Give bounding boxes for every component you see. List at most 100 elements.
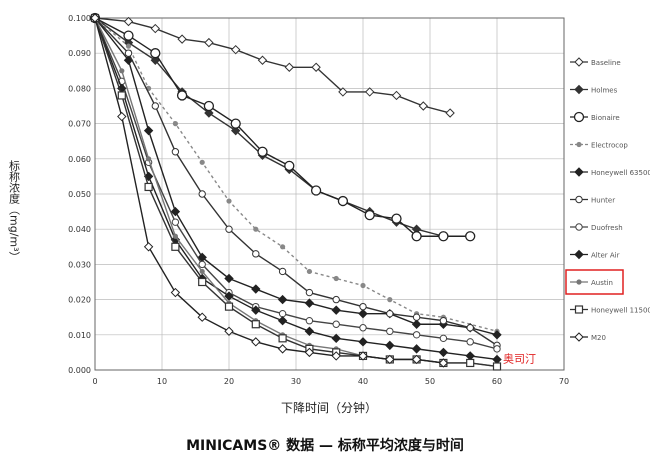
legend-label: M20 [591, 334, 606, 342]
series-line [94, 17, 498, 336]
data-point [411, 231, 422, 242]
data-point [226, 198, 232, 204]
data-point [224, 291, 234, 301]
data-point [251, 284, 261, 294]
data-point [332, 295, 340, 304]
data-point [224, 302, 234, 311]
data-point [466, 358, 475, 368]
data-point [176, 90, 188, 101]
data-point [198, 260, 206, 269]
legend-marker [574, 305, 584, 314]
data-point [310, 185, 322, 196]
data-point [171, 242, 180, 251]
legend-highlight [565, 269, 624, 295]
data-point [151, 102, 160, 110]
data-point [387, 297, 393, 303]
data-point [391, 213, 402, 224]
data-point [438, 231, 449, 242]
data-point [359, 302, 367, 311]
data-point [305, 317, 314, 325]
data-point [197, 312, 207, 322]
data-point [465, 231, 476, 242]
legend-marker [574, 167, 584, 177]
data-point [252, 250, 260, 258]
data-point [277, 344, 288, 354]
data-point [124, 49, 133, 57]
legend-marker [574, 57, 584, 67]
data-point [411, 344, 422, 354]
legend-label: Hunter [591, 197, 615, 205]
data-point [123, 16, 134, 27]
data-point [204, 37, 214, 48]
data-point [358, 337, 368, 347]
data-point [364, 87, 375, 97]
legend-marker [576, 279, 582, 285]
legend-label: Duofresh [591, 224, 623, 232]
legend-label: Baseline [591, 59, 621, 67]
data-point [311, 62, 321, 72]
series-line [94, 17, 498, 346]
data-point [251, 305, 261, 315]
data-point [199, 159, 205, 165]
data-point [304, 326, 315, 336]
data-point [391, 90, 402, 101]
data-point [331, 305, 341, 315]
data-point [278, 334, 287, 343]
data-point [119, 68, 125, 74]
data-point [493, 345, 501, 353]
data-point [411, 319, 422, 329]
data-point [492, 330, 502, 340]
legend-marker [575, 223, 583, 231]
y-tick-label: 0.010 [68, 331, 91, 340]
data-point [143, 125, 154, 136]
data-point [144, 182, 153, 192]
data-point [466, 338, 474, 346]
series-line [94, 17, 451, 114]
data-point [90, 13, 100, 23]
x-axis-label: 下降时间（分钟） [281, 400, 377, 415]
x-tick-label: 70 [559, 377, 569, 386]
data-point [251, 320, 260, 329]
data-point [224, 326, 234, 336]
data-point [364, 209, 375, 221]
data-point [172, 121, 178, 127]
legend-marker [574, 332, 584, 342]
series-line [94, 17, 444, 364]
data-point [412, 331, 421, 339]
x-tick-label: 20 [224, 377, 234, 386]
legend-label: Bionaire [591, 114, 620, 122]
data-point [150, 23, 161, 34]
y-tick-label: 0.090 [68, 49, 91, 58]
legend-marker [574, 249, 584, 260]
data-point [360, 282, 366, 289]
y-tick-label: 0.030 [68, 260, 91, 269]
data-point [412, 313, 421, 321]
x-tick-label: 30 [291, 377, 301, 386]
data-point [358, 351, 368, 361]
legend-label: Alter Air [591, 252, 620, 260]
data-point [386, 309, 394, 318]
data-point [359, 324, 367, 332]
series-line [94, 17, 498, 361]
data-point [331, 351, 341, 361]
x-tick-label: 10 [157, 377, 167, 386]
y-tick-label: 0.000 [68, 366, 91, 375]
data-point [150, 48, 161, 59]
data-point [385, 340, 395, 351]
data-point [204, 108, 214, 118]
legend-label: Honeywell 63500 [591, 169, 650, 177]
y-tick-label: 0.100 [68, 14, 91, 23]
data-point [278, 309, 287, 318]
data-point [230, 118, 241, 129]
data-point [305, 288, 314, 297]
data-point [257, 55, 268, 65]
data-point [284, 62, 295, 72]
data-point [331, 333, 341, 344]
data-point [150, 55, 161, 65]
legend-marker [574, 84, 584, 95]
data-point [198, 190, 206, 198]
data-point [411, 354, 422, 365]
data-point [438, 358, 449, 368]
data-point [280, 244, 286, 250]
data-point [439, 334, 448, 343]
